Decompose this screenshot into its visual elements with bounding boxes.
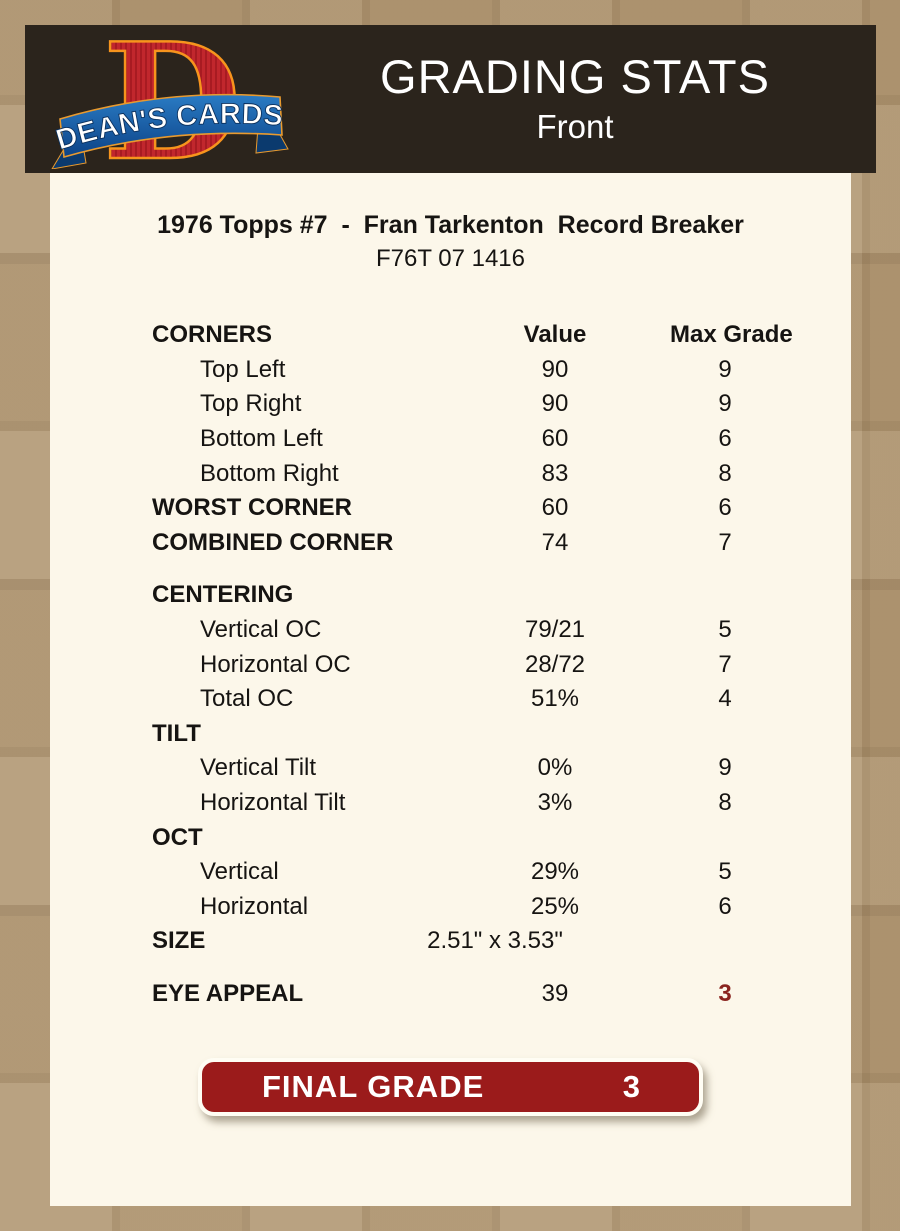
row-label: Vertical [200,858,279,886]
row-max: 8 [718,459,732,487]
final-grade-button[interactable]: FINAL GRADE 3 [198,1058,703,1116]
final-grade-label: FINAL GRADE [262,1069,485,1104]
table-row: Horizontal Tilt 3% 8 [152,786,780,821]
table-row: Total OC 51% 4 [152,682,780,717]
table-row: Horizontal OC 28/72 7 [152,647,780,682]
row-value: 2.51" x 3.53" [427,927,563,955]
row-max: 9 [718,390,732,418]
row-label: Horizontal [200,892,309,920]
table-row: Bottom Right 83 8 [152,456,780,491]
row-max: 6 [718,425,732,453]
table-row: Top Left 90 9 [152,353,780,388]
row-max: 9 [718,355,732,383]
row-max: 8 [718,789,732,817]
row-value: 90 [541,355,569,383]
row-max: 5 [718,858,732,886]
row-max: 6 [718,494,732,522]
grading-table: CORNERS Value Max Grade Top Left 90 9 To… [152,318,793,1012]
row-value: 60 [541,494,569,522]
row-label: CENTERING [152,581,294,609]
row-label: OCT [152,823,203,851]
row-max: 7 [718,650,732,678]
table-row: WORST CORNER 60 6 [152,491,780,526]
table-row: COMBINED CORNER 74 7 [152,526,780,561]
row-value: 0% [537,754,573,782]
header-text-block: GRADING STATS Front [290,25,860,173]
card-title: 1976 Topps #7 - Fran Tarkenton Record Br… [157,211,744,239]
row-max: 5 [718,616,732,644]
row-max: 9 [718,754,732,782]
row-max: 7 [718,528,732,556]
row-value: 83 [541,459,569,487]
row-value: 74 [541,528,569,556]
table-row: SIZE 2.51" x 3.53" [152,924,780,959]
row-max: Max Grade [670,321,793,349]
row-label: Horizontal OC [200,650,351,678]
row-value: 60 [541,425,569,453]
card-id: F76T 07 1416 [375,245,525,272]
row-label: TILT [152,719,201,747]
table-row: OCT [152,820,780,855]
row-value: 28/72 [524,650,586,678]
row-label: Top Right [200,390,302,418]
final-grade-value: 3 [622,1069,641,1104]
row-value: 29% [530,858,580,886]
table-row: CENTERING [152,578,780,613]
row-label: Top Left [200,355,286,383]
table-row: TILT [152,717,780,752]
row-label: Vertical Tilt [200,754,317,782]
row-label: Bottom Right [200,459,339,487]
row-label: Bottom Left [200,425,323,453]
row-label: EYE APPEAL [152,979,304,1007]
row-value: 79/21 [524,616,586,644]
logo-ribbon [59,93,283,159]
row-label: CORNERS [152,321,273,349]
table-row: CORNERS Value Max Grade [152,318,793,353]
row-label: COMBINED CORNER [152,528,394,556]
table-row: Top Right 90 9 [152,387,780,422]
row-value: 3% [537,789,573,817]
row-label: Total OC [200,685,294,713]
table-row: Bottom Left 60 6 [152,422,780,457]
row-value: 51% [530,685,580,713]
page-subtitle: Front [536,107,614,145]
header-bar: D DEAN'S CARDS GRADING STATS Front [25,25,876,173]
row-max: 6 [718,892,732,920]
table-row: Vertical OC 79/21 5 [152,613,780,648]
row-value: Value [523,321,587,349]
page-title: GRADING STATS [380,50,770,104]
row-label: Vertical OC [200,616,322,644]
table-row: Vertical 29% 5 [152,855,780,890]
table-row: EYE APPEAL 39 3 [152,977,780,1012]
row-max: 4 [718,685,732,713]
content-panel: 1976 Topps #7 - Fran Tarkenton Record Br… [50,173,851,1206]
row-label: SIZE [152,927,206,955]
row-value: 25% [530,892,580,920]
row-value: 90 [541,390,569,418]
table-row: Horizontal 25% 6 [152,890,780,925]
row-max: 3 [718,979,732,1007]
table-row: Vertical Tilt 0% 9 [152,751,780,786]
row-label: WORST CORNER [152,494,352,522]
deans-cards-logo: D DEAN'S CARDS [51,31,289,169]
row-value: 39 [541,979,569,1007]
row-label: Horizontal Tilt [200,789,346,817]
